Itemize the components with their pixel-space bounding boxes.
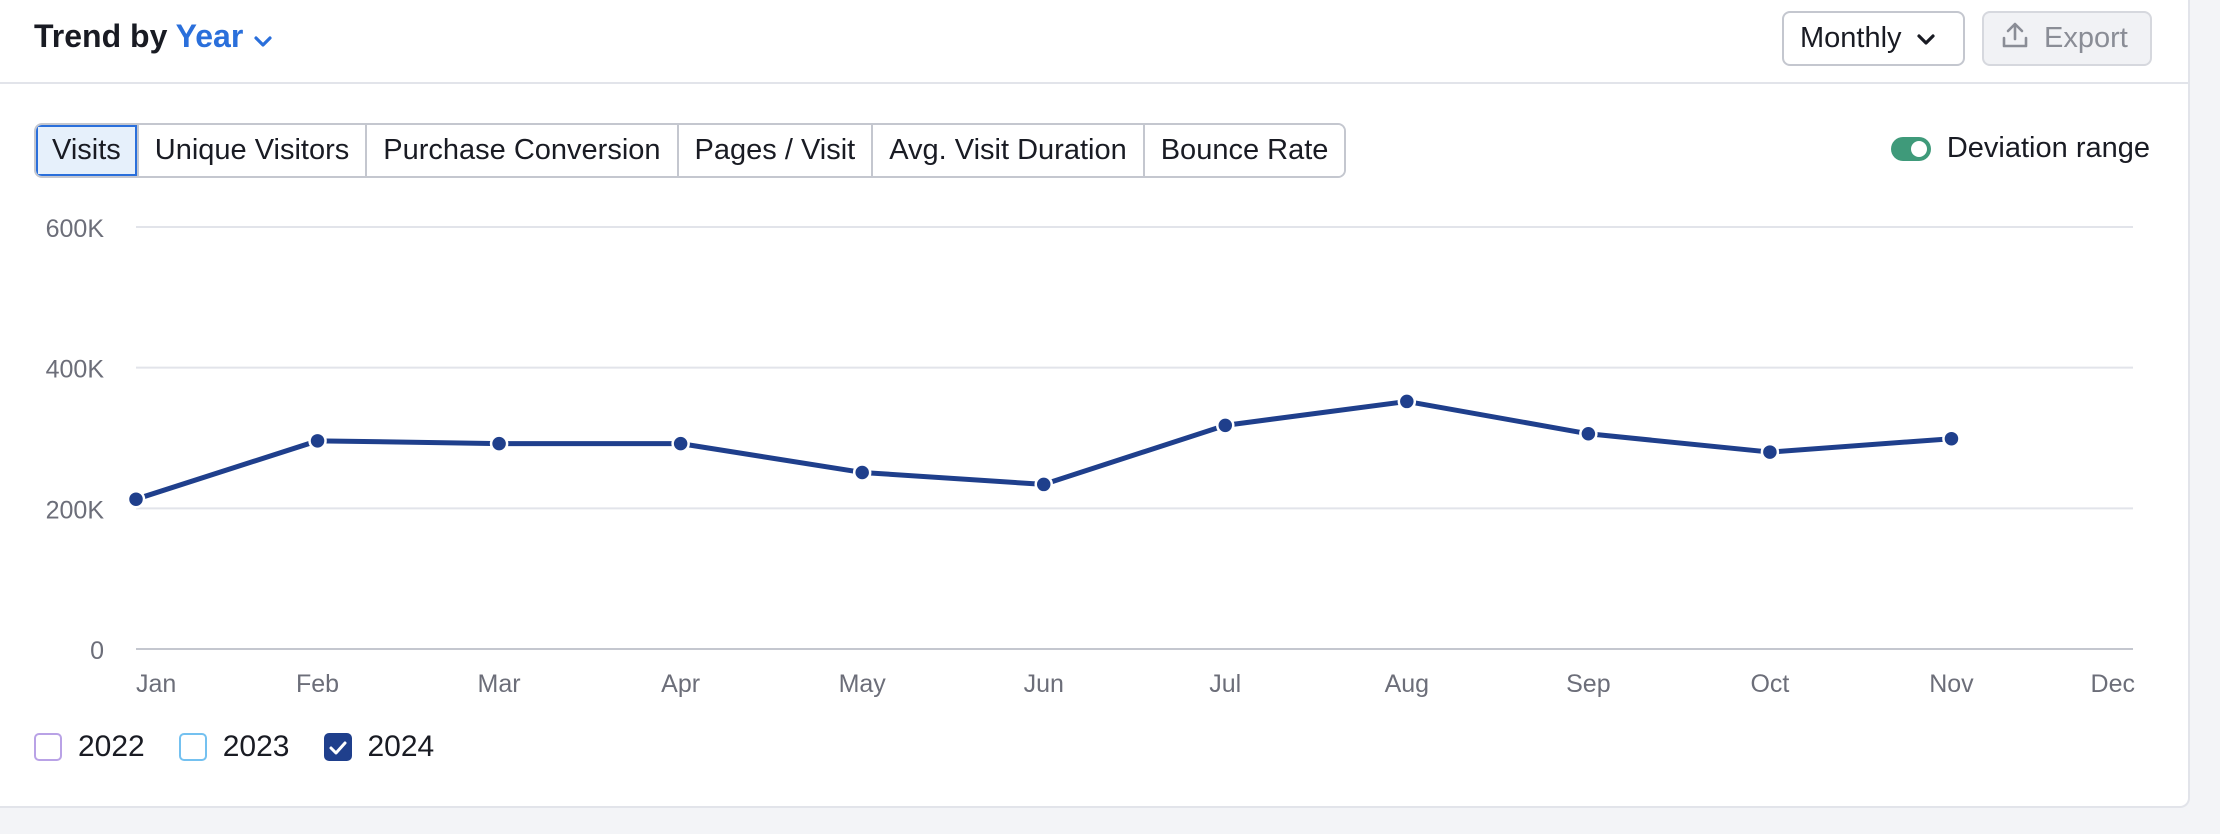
x-tick-label: Nov <box>1929 670 1974 698</box>
checkmark-icon <box>328 730 348 764</box>
data-point <box>126 489 146 509</box>
x-tick-label: Oct <box>1750 670 1789 698</box>
legend-item-2022[interactable]: 2022 <box>34 730 145 764</box>
data-point <box>308 431 327 451</box>
chevron-down-icon <box>253 20 273 57</box>
data-point <box>1034 475 1053 494</box>
tab-bounce-rate[interactable]: Bounce Rate <box>1144 125 1345 176</box>
legend-label-2023: 2023 <box>222 730 290 763</box>
deviation-range-control: Deviation range <box>1890 132 2150 165</box>
year-selector-label: Year <box>175 18 244 54</box>
data-point <box>671 434 690 453</box>
data-point <box>1397 392 1417 411</box>
data-point <box>1942 429 1961 448</box>
tab-avg-visit-duration[interactable]: Avg. Visit Duration <box>873 125 1145 176</box>
x-tick-label: Jul <box>1209 670 1241 698</box>
x-tick-label: Sep <box>1566 670 1610 698</box>
data-point <box>489 434 509 453</box>
export-label: Export <box>2044 22 2128 54</box>
tab-pages-per-visit[interactable]: Pages / Visit <box>678 125 874 176</box>
y-tick-label: 200K <box>46 496 105 524</box>
tab-unique-visitors[interactable]: Unique Visitors <box>138 125 368 176</box>
y-tick-label: 600K <box>46 215 105 243</box>
export-button[interactable]: Export <box>1982 11 2152 66</box>
toggle-knob <box>1910 140 1927 157</box>
y-tick-label: 0 <box>90 637 104 665</box>
deviation-range-toggle[interactable] <box>1890 136 1931 161</box>
x-tick-label: Jun <box>1024 670 1064 698</box>
metric-tabs: Visits Unique Visitors Purchase Conversi… <box>34 123 1347 178</box>
year-selector[interactable]: Year <box>176 18 274 54</box>
checkbox-2022[interactable] <box>34 733 62 761</box>
checkbox-2024[interactable] <box>323 730 352 764</box>
x-tick-label: May <box>839 670 887 698</box>
title-prefix: Trend by <box>34 18 168 54</box>
x-tick-label: Dec <box>2091 670 2135 698</box>
legend-item-2023[interactable]: 2023 <box>178 730 290 764</box>
checkbox-2023[interactable] <box>178 733 207 761</box>
x-tick-label: Aug <box>1385 670 1429 698</box>
data-point <box>1760 442 1780 462</box>
visits-line-chart: 0 200K 400K 600K Jan Feb Mar Apr May Jun Jul Aug Sep… <box>46 215 2135 698</box>
year-legend: 2022 2023 2024 <box>34 730 434 764</box>
card-header: Trend by Year Monthly Export <box>0 0 2188 84</box>
data-point <box>852 463 872 482</box>
legend-label-2022: 2022 <box>78 730 145 763</box>
interval-dropdown[interactable]: Monthly <box>1782 11 1965 66</box>
y-tick-label: 400K <box>46 356 105 384</box>
x-tick-label: Mar <box>478 670 521 698</box>
trend-card: Trend by Year Monthly Export Visits Uniq… <box>0 0 2190 808</box>
page-title: Trend by Year <box>34 18 273 57</box>
deviation-range-label: Deviation range <box>1946 132 2150 164</box>
x-tick-label: Feb <box>296 670 339 698</box>
legend-label-2024: 2024 <box>367 730 435 763</box>
data-point <box>1216 416 1235 435</box>
legend-item-2024[interactable]: 2024 <box>323 730 435 764</box>
upload-icon <box>2000 20 2030 58</box>
x-tick-label: Apr <box>661 670 700 698</box>
x-tick-label: Jan <box>136 670 176 698</box>
chevron-down-icon <box>1916 22 1936 55</box>
interval-dropdown-label: Monthly <box>1800 22 1902 54</box>
tab-purchase-conversion[interactable]: Purchase Conversion <box>367 125 679 176</box>
data-point <box>1579 424 1598 444</box>
tab-visits[interactable]: Visits <box>36 125 139 176</box>
